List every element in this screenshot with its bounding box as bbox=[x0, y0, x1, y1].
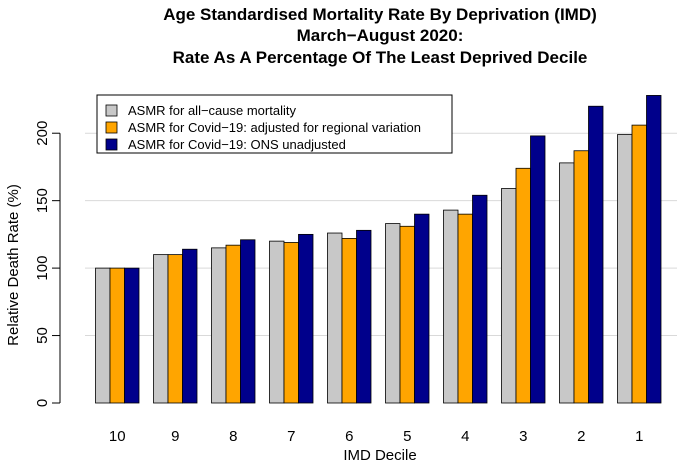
x-tick-label-10: 10 bbox=[109, 428, 126, 445]
x-tick-label-8: 8 bbox=[229, 428, 237, 445]
legend-label-1: ASMR for all−cause mortality bbox=[128, 103, 296, 118]
y-tick-label-100: 100 bbox=[34, 256, 51, 281]
bar-8-series-1 bbox=[211, 247, 227, 404]
bar-1-series-3 bbox=[646, 95, 662, 404]
bar-9-series-2 bbox=[167, 254, 183, 404]
bars bbox=[95, 95, 662, 404]
x-tick-label-1: 1 bbox=[635, 428, 643, 445]
x-tick-label-3: 3 bbox=[519, 428, 527, 445]
legend-swatch-3 bbox=[105, 138, 118, 151]
x-tick-label-9: 9 bbox=[171, 428, 179, 445]
bar-3-series-2 bbox=[515, 167, 531, 404]
x-tick-label-2: 2 bbox=[577, 428, 585, 445]
bar-7-series-1 bbox=[269, 240, 285, 404]
legend-label-2: ASMR for Covid−19: adjusted for regional… bbox=[128, 120, 421, 135]
legend-box bbox=[96, 94, 453, 154]
bar-9-series-3 bbox=[182, 248, 198, 404]
bar-4-series-3 bbox=[472, 194, 488, 404]
bar-10-series-3 bbox=[124, 267, 140, 404]
bar-7-series-2 bbox=[283, 242, 299, 404]
title-line-3: Rate As A Percentage Of The Least Depriv… bbox=[173, 48, 588, 67]
bar-5-series-2 bbox=[399, 225, 415, 404]
bar-8-series-3 bbox=[240, 239, 256, 404]
bar-4-series-2 bbox=[457, 213, 473, 404]
bar-2-series-1 bbox=[559, 162, 575, 404]
legend-swatch-2 bbox=[105, 121, 118, 134]
bar-5-series-3 bbox=[414, 213, 430, 404]
bar-6-series-1 bbox=[327, 232, 343, 404]
bar-1-series-2 bbox=[631, 124, 647, 404]
x-axis-label: IMD Decile bbox=[343, 447, 416, 464]
bar-1-series-1 bbox=[617, 134, 633, 404]
bar-8-series-2 bbox=[225, 244, 241, 404]
bar-2-series-3 bbox=[588, 105, 604, 404]
bar-10-series-1 bbox=[95, 267, 111, 404]
legend-swatch-1 bbox=[105, 104, 118, 117]
y-tick-label-50: 50 bbox=[34, 327, 51, 344]
legend: ASMR for all−cause mortality ASMR for Cov… bbox=[96, 94, 453, 154]
bar-6-series-2 bbox=[341, 238, 357, 404]
bar-3-series-3 bbox=[530, 135, 546, 404]
x-tick-label-7: 7 bbox=[287, 428, 295, 445]
y-axis-label: Relative Death Rate (%) bbox=[5, 184, 22, 346]
bar-5-series-1 bbox=[385, 223, 401, 404]
bar-10-series-2 bbox=[109, 267, 125, 404]
x-tick-label-5: 5 bbox=[403, 428, 411, 445]
y-tick-label-0: 0 bbox=[34, 399, 51, 407]
x-tick-label-6: 6 bbox=[345, 428, 353, 445]
legend-label-3: ASMR for Covid−19: ONS unadjusted bbox=[128, 137, 346, 152]
y-tick-label-200: 200 bbox=[34, 121, 51, 146]
bar-9-series-1 bbox=[153, 254, 169, 404]
bar-6-series-3 bbox=[356, 229, 372, 404]
y-tick-label-150: 150 bbox=[34, 188, 51, 213]
chart-title: Age Standardised Mortality Rate By Depri… bbox=[163, 5, 597, 67]
bar-4-series-1 bbox=[443, 209, 459, 404]
title-line-1: Age Standardised Mortality Rate By Depri… bbox=[163, 5, 597, 24]
bar-3-series-1 bbox=[501, 188, 517, 404]
x-tick-label-4: 4 bbox=[461, 428, 469, 445]
title-line-2: March−August 2020: bbox=[297, 26, 464, 45]
bar-2-series-2 bbox=[573, 150, 589, 404]
bar-7-series-3 bbox=[298, 233, 314, 404]
